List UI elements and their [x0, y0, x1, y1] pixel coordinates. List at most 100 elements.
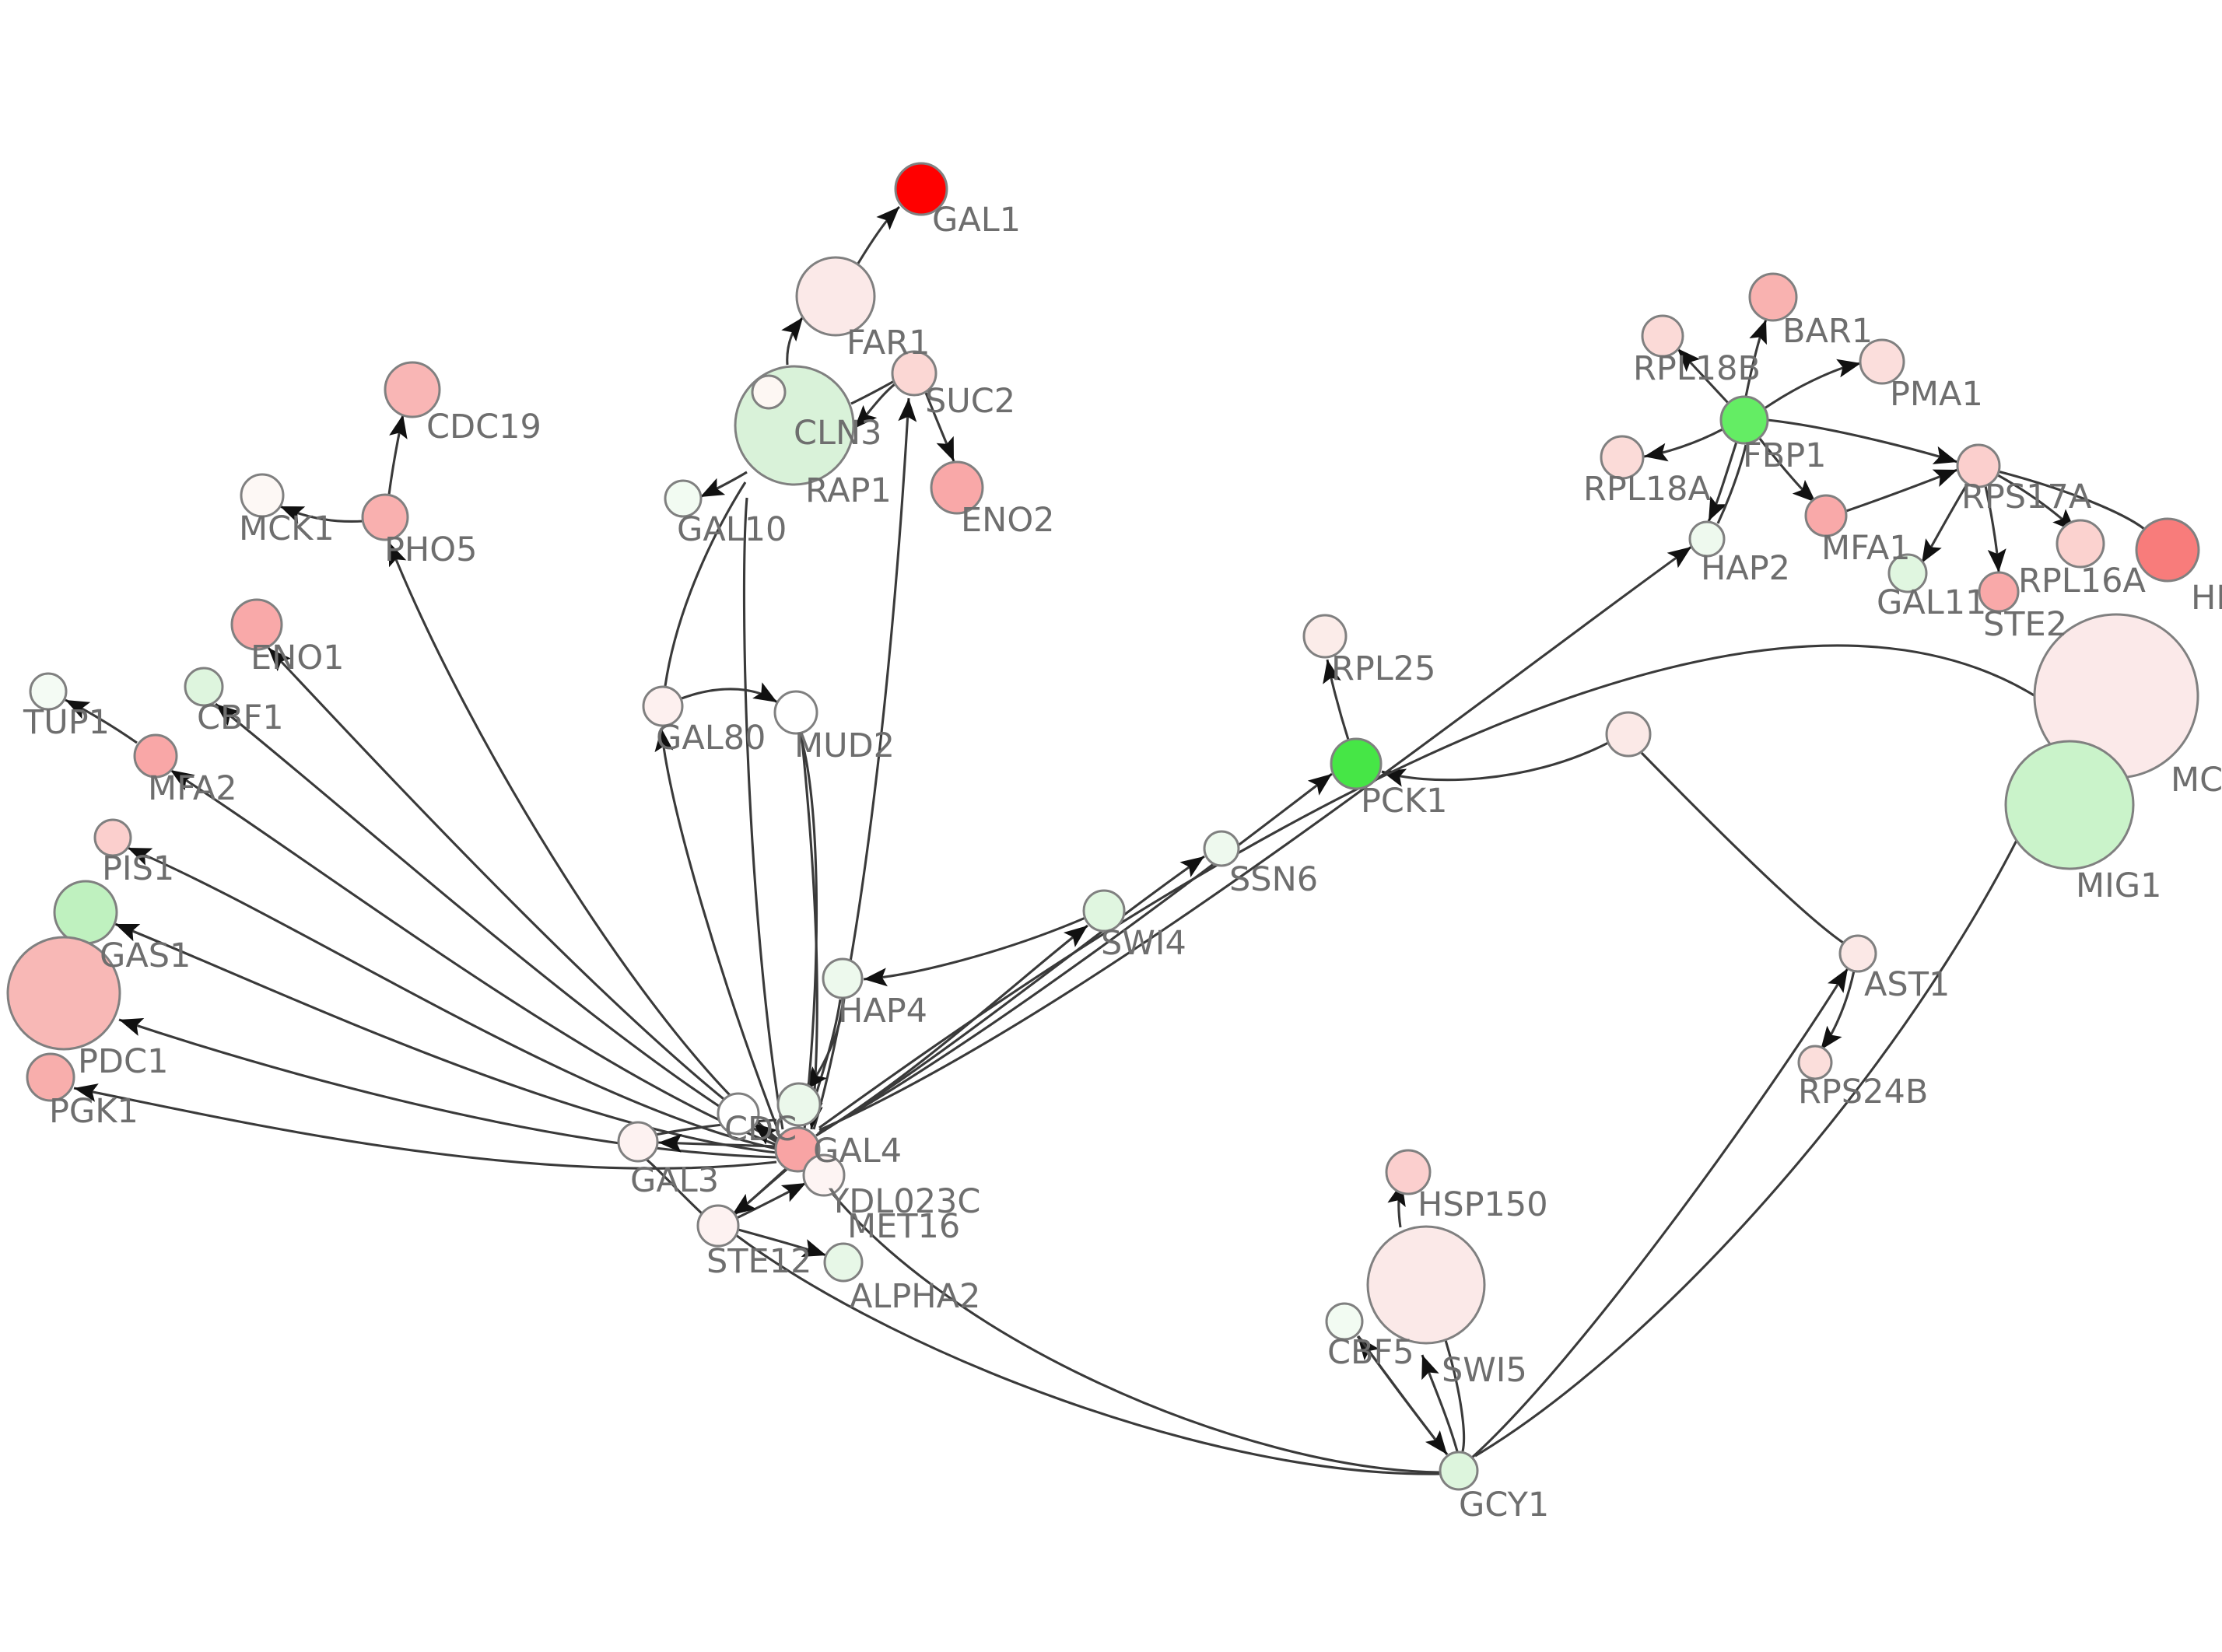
arrowhead — [115, 923, 141, 942]
edge — [1444, 1339, 1466, 1452]
arrowhead — [658, 1133, 682, 1153]
gene-node-cbf5[interactable] — [1325, 1302, 1364, 1341]
gene-node-pho5[interactable] — [361, 493, 409, 541]
gene-node-gal3[interactable] — [617, 1121, 659, 1163]
gene-node-gal80[interactable] — [642, 685, 684, 727]
gene-label-mck1: MCK1 — [239, 509, 335, 548]
gene-node-unlabeled[interactable] — [1605, 711, 1652, 758]
edge — [810, 1166, 1441, 1474]
gene-node-gas1[interactable] — [53, 880, 118, 945]
arrowhead — [1932, 469, 1957, 487]
gene-node-pis1[interactable] — [93, 818, 132, 857]
edge — [114, 922, 777, 1154]
gene-node-rps17a[interactable] — [1956, 443, 2001, 488]
arrowhead — [876, 207, 899, 230]
gene-node-alpha2[interactable] — [823, 1242, 864, 1283]
gene-label-mcm1: MCM1 — [2171, 761, 2222, 800]
gene-label-gal11: GAL11 — [1877, 583, 1986, 622]
gene-node-tup1[interactable] — [29, 672, 68, 711]
gene-node-rps24b[interactable] — [1797, 1045, 1833, 1080]
gene-node-unlabeled[interactable] — [776, 1082, 822, 1127]
gene-node-ydl023c[interactable] — [802, 1153, 846, 1197]
labels-layer: GAL1 FAR1 SUC2 CLN3 ENO2 RAP1 GAL10 CDC19 MCK1 PH… — [23, 201, 2222, 1524]
gene-node-eno1[interactable] — [230, 598, 283, 651]
arrowhead — [268, 648, 292, 672]
arrowhead — [119, 1018, 145, 1036]
gene-node-hsp150[interactable] — [1385, 1149, 1432, 1195]
gene-node-ste2[interactable] — [1978, 571, 2020, 613]
gene-node-mfa2[interactable] — [133, 733, 178, 779]
gene-node-gcy1[interactable] — [1439, 1451, 1479, 1491]
edge — [215, 702, 777, 1143]
gene-label-cbf1: CBF1 — [197, 698, 284, 737]
gene-label-far1: FAR1 — [846, 324, 930, 362]
gene-node-rpl18a[interactable] — [1600, 435, 1645, 480]
arrowhead — [389, 415, 408, 439]
gene-node-his4[interactable] — [2135, 517, 2200, 583]
gene-node-pma1[interactable] — [1859, 338, 1905, 385]
gene-node-pgk1[interactable] — [26, 1052, 75, 1102]
edge — [170, 768, 777, 1146]
gene-node-ste12[interactable] — [696, 1204, 740, 1248]
edge — [660, 727, 780, 1133]
gene-node-swi4[interactable] — [1082, 889, 1126, 933]
edge — [818, 644, 2036, 1129]
gene-node-swi5[interactable] — [1366, 1225, 1486, 1345]
gene-node-gal10[interactable] — [664, 479, 703, 518]
edge — [815, 924, 1088, 1137]
gene-node-cdc19[interactable] — [384, 361, 441, 418]
edge — [818, 772, 1333, 1134]
gene-label-met16: MET16 — [847, 1207, 960, 1246]
gene-node-hap2[interactable] — [1688, 520, 1726, 558]
gene-label-hsp150: HSP150 — [1418, 1185, 1548, 1224]
arrowhead — [1666, 547, 1691, 569]
arrowhead — [1932, 446, 1957, 464]
gene-node-rpl25[interactable] — [1302, 614, 1348, 659]
gene-node-mck1[interactable] — [240, 473, 285, 518]
gene-node-ast1[interactable] — [1838, 934, 1877, 973]
gene-node-pdc1[interactable] — [6, 936, 121, 1051]
gene-node-unlabeled[interactable] — [751, 374, 787, 410]
gene-label-pho5: PHO5 — [384, 530, 477, 569]
gene-node-rpl16a[interactable] — [2056, 519, 2105, 569]
arrowhead — [1828, 968, 1848, 993]
gene-label-cdc: CDC — [724, 1110, 797, 1149]
gene-node-bar1[interactable] — [1748, 272, 1798, 322]
gene-node-gal4[interactable] — [774, 1126, 821, 1173]
gene-node-hap4[interactable] — [822, 957, 864, 999]
edge — [812, 397, 910, 1130]
gene-label-rpl16a: RPL16A — [2018, 562, 2146, 600]
gene-label-fbp1: FBP1 — [1743, 436, 1827, 475]
gene-node-eno2[interactable] — [930, 460, 984, 515]
gene-label-mig1: MIG1 — [2076, 866, 2161, 905]
arrowhead — [1836, 359, 1861, 378]
arrowhead — [1323, 660, 1341, 684]
gene-node-fbp1[interactable] — [1719, 395, 1769, 445]
edge — [1470, 968, 1849, 1459]
gene-label-ast1: AST1 — [1864, 965, 1950, 1004]
edge — [73, 1087, 777, 1170]
gene-label-alpha2: ALPHA2 — [850, 1277, 980, 1316]
gene-node-mfa1[interactable] — [1804, 494, 1848, 537]
gene-node-gal11[interactable] — [1887, 553, 1928, 593]
gene-node-suc2[interactable] — [891, 350, 938, 397]
gene-node-cdc[interactable] — [717, 1092, 760, 1136]
gene-label-eno2: ENO2 — [961, 501, 1055, 540]
gene-node-gal1[interactable] — [894, 162, 948, 216]
gene-label-pgk1: PGK1 — [49, 1092, 138, 1131]
gene-node-mig1[interactable] — [2004, 740, 2135, 870]
gene-label-rps17a: RPS17A — [1961, 478, 2092, 516]
gene-label-swi5: SWI5 — [1442, 1351, 1527, 1390]
arrowhead — [1709, 495, 1727, 521]
arrowhead — [801, 1239, 826, 1258]
gene-label-gal4: GAL4 — [813, 1132, 902, 1171]
edge — [817, 855, 1205, 1136]
gene-node-mud2[interactable] — [773, 690, 818, 735]
gene-node-rpl18b[interactable] — [1641, 314, 1684, 358]
gene-node-pck1[interactable] — [1330, 737, 1383, 790]
gene-label-gcy1: GCY1 — [1459, 1486, 1549, 1524]
gene-node-cbf1[interactable] — [184, 667, 224, 707]
gene-node-far1[interactable] — [795, 256, 876, 337]
gene-node-ssn6[interactable] — [1203, 830, 1240, 867]
